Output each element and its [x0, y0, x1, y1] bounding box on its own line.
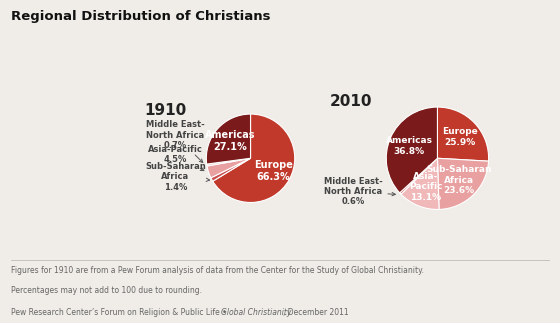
Text: Pew Research Center’s Forum on Religion & Public Life •: Pew Research Center’s Forum on Religion …	[11, 308, 229, 318]
Text: Middle East-
North Africa
0.7%: Middle East- North Africa 0.7%	[146, 120, 205, 162]
Text: Europe
25.9%: Europe 25.9%	[442, 128, 478, 147]
Text: , December 2011: , December 2011	[283, 308, 348, 318]
Wedge shape	[211, 158, 250, 181]
Text: Asia-Pacific
4.5%: Asia-Pacific 4.5%	[148, 145, 204, 171]
Text: Sub-Saharan
Africa
1.4%: Sub-Saharan Africa 1.4%	[145, 162, 209, 192]
Text: Percentages may not add to 100 due to rounding.: Percentages may not add to 100 due to ro…	[11, 286, 202, 295]
Text: Regional Distribution of Christians: Regional Distribution of Christians	[11, 10, 270, 23]
Text: Middle East-
North Africa
0.6%: Middle East- North Africa 0.6%	[324, 177, 395, 206]
Wedge shape	[207, 158, 250, 166]
Wedge shape	[213, 114, 295, 203]
Wedge shape	[206, 114, 250, 164]
Wedge shape	[400, 158, 437, 194]
Text: Global Christianity: Global Christianity	[221, 308, 292, 318]
Text: Sub-Saharan
Africa
23.6%: Sub-Saharan Africa 23.6%	[426, 165, 492, 195]
Text: Europe
66.3%: Europe 66.3%	[254, 161, 293, 182]
Text: Asia-
Pacific
13.1%: Asia- Pacific 13.1%	[409, 172, 443, 202]
Wedge shape	[437, 158, 488, 209]
Wedge shape	[401, 158, 439, 210]
Text: 2010: 2010	[330, 94, 372, 109]
Text: Americas
36.8%: Americas 36.8%	[386, 136, 433, 156]
Text: 1910: 1910	[144, 103, 186, 118]
Text: Figures for 1910 are from a Pew Forum analysis of data from the Center for the S: Figures for 1910 are from a Pew Forum an…	[11, 266, 424, 276]
Wedge shape	[386, 107, 437, 193]
Wedge shape	[437, 107, 489, 161]
Wedge shape	[207, 158, 250, 178]
Text: Americas
27.1%: Americas 27.1%	[206, 130, 256, 151]
